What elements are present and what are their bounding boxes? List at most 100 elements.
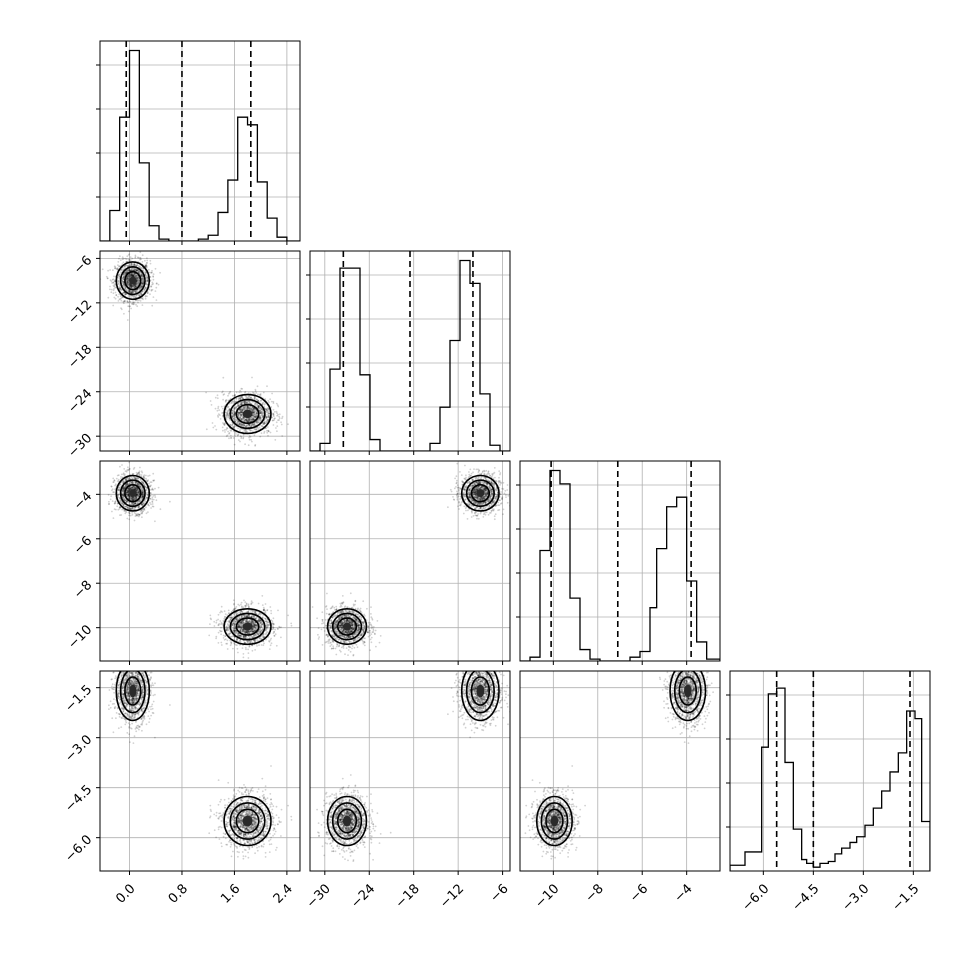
- axis-frame: [519, 670, 721, 872]
- x-tick-label: −6: [487, 881, 511, 905]
- y-tick-label: −8: [71, 578, 95, 602]
- contour-middle: [540, 802, 569, 840]
- x-tick-label: −30: [304, 881, 334, 911]
- panel-3-1: −30 −24 −18 −12 −6: [304, 670, 512, 911]
- axis-frame: [309, 670, 511, 872]
- y-tick-label: −4: [71, 489, 95, 513]
- contour-inner: [678, 676, 698, 706]
- y-tick-label: −18: [65, 342, 95, 372]
- x-tick-label: 0.0: [113, 881, 138, 906]
- contour-inner: [336, 808, 358, 834]
- panel-3-0: −6.0 −4.5 −3.0 −1.5 0.0 0.8 1.6 2.4: [62, 670, 301, 907]
- x-tick-label: 0.8: [166, 881, 191, 906]
- contour-group-0: [115, 261, 151, 301]
- contour-middle: [331, 802, 363, 840]
- contour-group-0: [115, 671, 151, 722]
- density-core: [476, 489, 485, 498]
- axis-frame: [309, 250, 511, 452]
- density-core: [129, 684, 137, 698]
- density-core: [129, 489, 137, 498]
- contour-outer: [326, 608, 368, 646]
- contour-inner: [124, 270, 142, 291]
- contour-group-0: [115, 474, 151, 512]
- scatter-points: [311, 462, 510, 657]
- x-tick-label: −24: [348, 881, 378, 911]
- contour-group-1: [223, 608, 272, 646]
- histogram-0: [100, 49, 300, 241]
- x-tick-label: −4.5: [789, 881, 822, 914]
- panel-2-2: [516, 460, 721, 665]
- axis-frame: [99, 460, 301, 662]
- density-core: [683, 684, 692, 698]
- contour-group-1: [535, 795, 573, 847]
- contour-inner: [336, 617, 358, 636]
- contour-middle: [229, 802, 266, 840]
- contour-inner: [124, 483, 142, 503]
- axis-frame: [729, 670, 931, 872]
- x-tick-label: 2.4: [271, 881, 296, 906]
- x-tick-label: −1.5: [889, 881, 922, 914]
- x-tick-label: −3.0: [839, 881, 872, 914]
- contour-inner: [124, 676, 142, 706]
- y-tick-label: −4.5: [62, 782, 95, 815]
- y-tick-label: −3.0: [62, 732, 95, 765]
- contour-outer: [460, 474, 500, 512]
- density-core: [242, 409, 253, 419]
- contour-group-0: [460, 474, 500, 512]
- density-core: [242, 622, 253, 631]
- contour-group-0: [669, 671, 707, 722]
- y-tick-label: −6.0: [62, 832, 95, 865]
- contour-middle: [465, 671, 495, 714]
- contour-middle: [119, 671, 146, 714]
- y-tick-label: −12: [65, 298, 95, 328]
- scatter-points: [107, 461, 293, 659]
- density-core: [242, 815, 253, 827]
- contour-outer: [223, 608, 272, 646]
- panel-1-0: −30 −24 −18 −12 −6: [65, 250, 301, 461]
- contour-inner: [470, 676, 491, 706]
- contour-inner: [235, 617, 260, 636]
- contour-outer: [115, 671, 151, 722]
- contour-outer: [669, 671, 707, 722]
- contour-outer: [115, 474, 151, 512]
- contour-outer: [223, 795, 272, 847]
- contour-outer: [535, 795, 573, 847]
- x-tick-label: −4: [672, 881, 696, 905]
- scatter-points: [108, 671, 293, 860]
- x-tick-label: −6: [627, 881, 651, 905]
- x-tick-label: −6.0: [739, 881, 772, 914]
- x-tick-label: −18: [393, 881, 423, 911]
- contour-group-1: [326, 608, 368, 646]
- y-tick-label: −30: [65, 431, 95, 461]
- x-tick-label: −12: [437, 881, 467, 911]
- contour-inner: [470, 483, 491, 503]
- panel-0-0: [96, 40, 301, 245]
- scatter-points: [524, 671, 714, 860]
- density-core: [342, 622, 352, 631]
- contour-middle: [673, 671, 702, 714]
- panel-3-2: −10 −8 −6 −4: [519, 670, 721, 911]
- contour-middle: [229, 398, 266, 430]
- contour-inner: [235, 403, 260, 425]
- x-tick-label: −8: [583, 881, 607, 905]
- contour-inner: [235, 808, 260, 834]
- contour-group-1: [223, 795, 272, 847]
- axis-frame: [99, 40, 301, 242]
- panel-2-1: [309, 460, 511, 665]
- panel-3-3: −6.0 −4.5 −3.0 −1.5: [726, 670, 931, 914]
- x-tick-label: 1.6: [218, 881, 243, 906]
- contour-group-1: [223, 393, 272, 435]
- panel-1-1: [306, 250, 511, 455]
- histogram-2: [520, 469, 720, 661]
- histogram-3: [730, 687, 930, 871]
- contour-inner: [545, 808, 564, 834]
- contour-middle: [229, 612, 266, 641]
- contour-group-1: [326, 795, 368, 847]
- panel-2-0: −10 −8 −6 −4: [65, 460, 301, 665]
- contour-middle: [119, 479, 146, 508]
- y-tick-label: −6: [71, 533, 95, 557]
- contour-middle: [465, 479, 495, 508]
- contour-outer: [115, 261, 151, 301]
- y-tick-label: −6: [71, 253, 95, 277]
